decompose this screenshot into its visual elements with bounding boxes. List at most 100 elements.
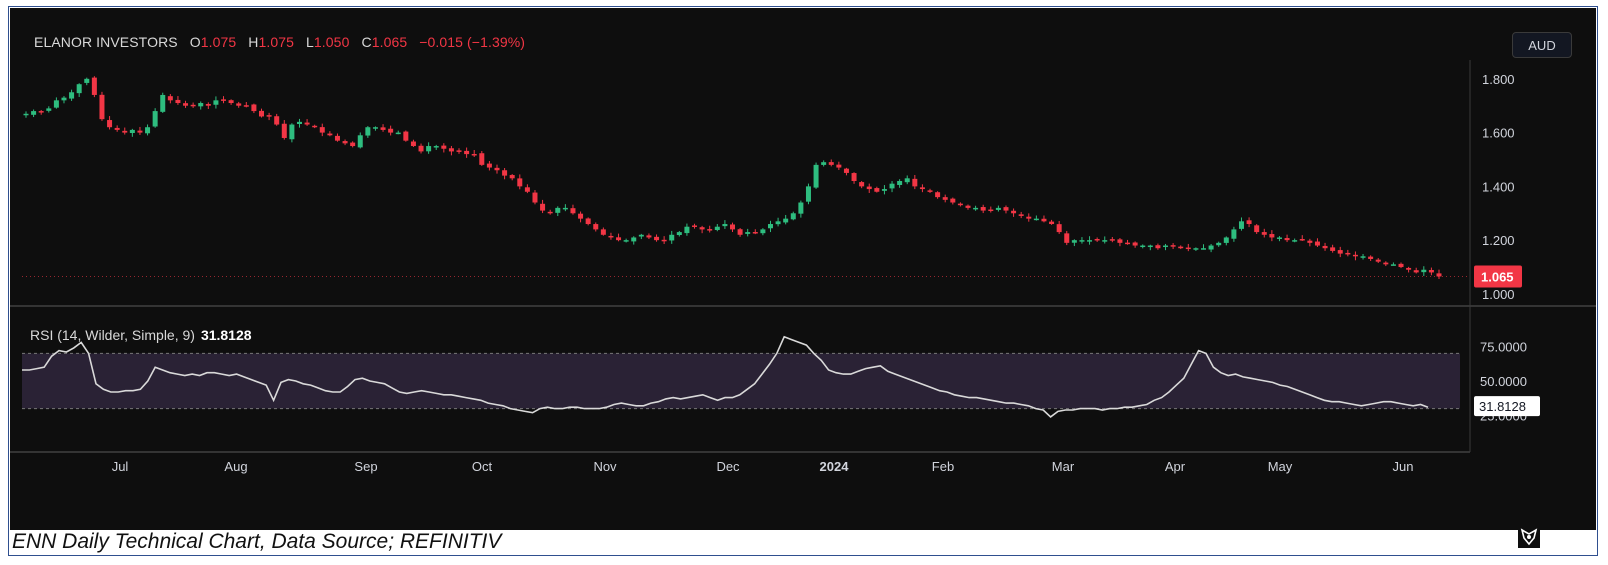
- candle-body: [1360, 256, 1366, 258]
- candle-body: [1292, 240, 1298, 242]
- candle-body: [228, 100, 234, 104]
- candle-body: [1125, 242, 1131, 245]
- change-value: −0.015 (−1.39%): [419, 34, 526, 50]
- candle-body: [213, 100, 219, 105]
- candle-body: [1026, 216, 1032, 219]
- candle-body: [1345, 252, 1351, 255]
- candle-body: [1071, 240, 1077, 243]
- price-legend: ELANOR INVESTORS O1.075 H1.075 L1.050 C1…: [34, 34, 533, 50]
- candle-body: [84, 78, 90, 83]
- currency-button[interactable]: AUD: [1512, 32, 1572, 58]
- candle-body: [661, 239, 667, 242]
- candle-body: [874, 188, 880, 192]
- candle-body: [889, 183, 895, 189]
- candle-body: [1223, 237, 1229, 243]
- candle-body: [1413, 270, 1419, 273]
- candle-body: [1337, 250, 1343, 254]
- candle-body: [654, 236, 660, 241]
- time-tick-label: Mar: [1052, 459, 1075, 474]
- candle-body: [897, 181, 903, 185]
- candle-body: [821, 162, 827, 165]
- candle-body: [403, 131, 409, 141]
- candle-body: [767, 224, 773, 229]
- candle-body: [410, 141, 416, 147]
- candle-body: [912, 178, 918, 187]
- candle-body: [1102, 240, 1108, 242]
- candle-body: [38, 111, 44, 113]
- candle-body: [1406, 267, 1412, 270]
- time-tick-label: May: [1268, 459, 1293, 474]
- candle-body: [737, 229, 743, 235]
- candle-body: [957, 203, 963, 206]
- chart-area: [10, 8, 1596, 530]
- candle-body: [69, 92, 75, 99]
- time-tick-label: Nov: [593, 459, 617, 474]
- candle-body: [783, 218, 789, 223]
- candle-body: [1041, 218, 1047, 222]
- candle-body: [1170, 245, 1176, 247]
- open-value: 1.075: [200, 34, 237, 50]
- candle-body: [357, 135, 363, 148]
- candle-body: [91, 77, 97, 95]
- candle-body: [699, 227, 705, 230]
- rsi-tick-label: 75.0000: [1480, 340, 1527, 355]
- candle-body: [456, 150, 462, 152]
- last-price-tag-label: 1.065: [1481, 269, 1514, 284]
- candle-body: [555, 207, 561, 213]
- candle-body: [1132, 242, 1138, 246]
- candle-body: [745, 232, 751, 234]
- candle-body: [600, 229, 606, 235]
- candle-body: [1299, 239, 1305, 241]
- candle-body: [1033, 218, 1039, 221]
- lseg-logo: LSEG: [1518, 526, 1591, 548]
- candle-body: [327, 133, 333, 136]
- candle-body: [281, 123, 287, 138]
- candle-body: [1087, 240, 1093, 242]
- rsi-band: [22, 353, 1460, 409]
- high-value: 1.075: [258, 34, 295, 50]
- time-tick-label: Jul: [112, 459, 129, 474]
- candle-body: [312, 125, 318, 128]
- candle-body: [904, 178, 910, 183]
- candle-body: [129, 129, 135, 134]
- candle-body: [1231, 229, 1237, 239]
- candle-body: [988, 209, 994, 212]
- candle-body: [775, 221, 781, 225]
- candle-body: [973, 207, 979, 210]
- candle-body: [380, 127, 386, 130]
- candle-body: [570, 208, 576, 214]
- candle-body: [53, 100, 59, 108]
- candle-body: [274, 116, 280, 125]
- candle-body: [1246, 220, 1252, 225]
- candle-body: [145, 127, 151, 134]
- candle-body: [752, 232, 758, 234]
- candle-body: [23, 113, 29, 116]
- candle-body: [175, 99, 181, 104]
- candle-body: [1383, 262, 1389, 265]
- candle-body: [1330, 247, 1336, 251]
- price-tick-label: 1.200: [1482, 233, 1515, 248]
- candle-body: [304, 122, 310, 125]
- candle-body: [1428, 269, 1434, 273]
- candle-body: [61, 97, 67, 101]
- candle-body: [319, 127, 325, 133]
- candle-body: [107, 120, 113, 128]
- candle-body: [1421, 269, 1427, 273]
- candle-body: [342, 141, 348, 144]
- candle-body: [714, 226, 720, 231]
- close-label: C: [361, 34, 372, 50]
- candle-body: [1193, 248, 1199, 250]
- candle-body: [1201, 248, 1206, 250]
- time-tick-label: Jun: [1393, 459, 1414, 474]
- candle-body: [1314, 241, 1320, 246]
- candle-body: [1208, 245, 1214, 250]
- price-tick-label: 1.400: [1482, 179, 1515, 194]
- candle-body: [524, 187, 530, 192]
- candle-body: [198, 103, 204, 107]
- candle-body: [942, 197, 948, 200]
- candle-body: [350, 142, 356, 147]
- candle-body: [418, 145, 424, 152]
- candle-body: [851, 173, 857, 181]
- rsi-value-tag: [1474, 396, 1540, 417]
